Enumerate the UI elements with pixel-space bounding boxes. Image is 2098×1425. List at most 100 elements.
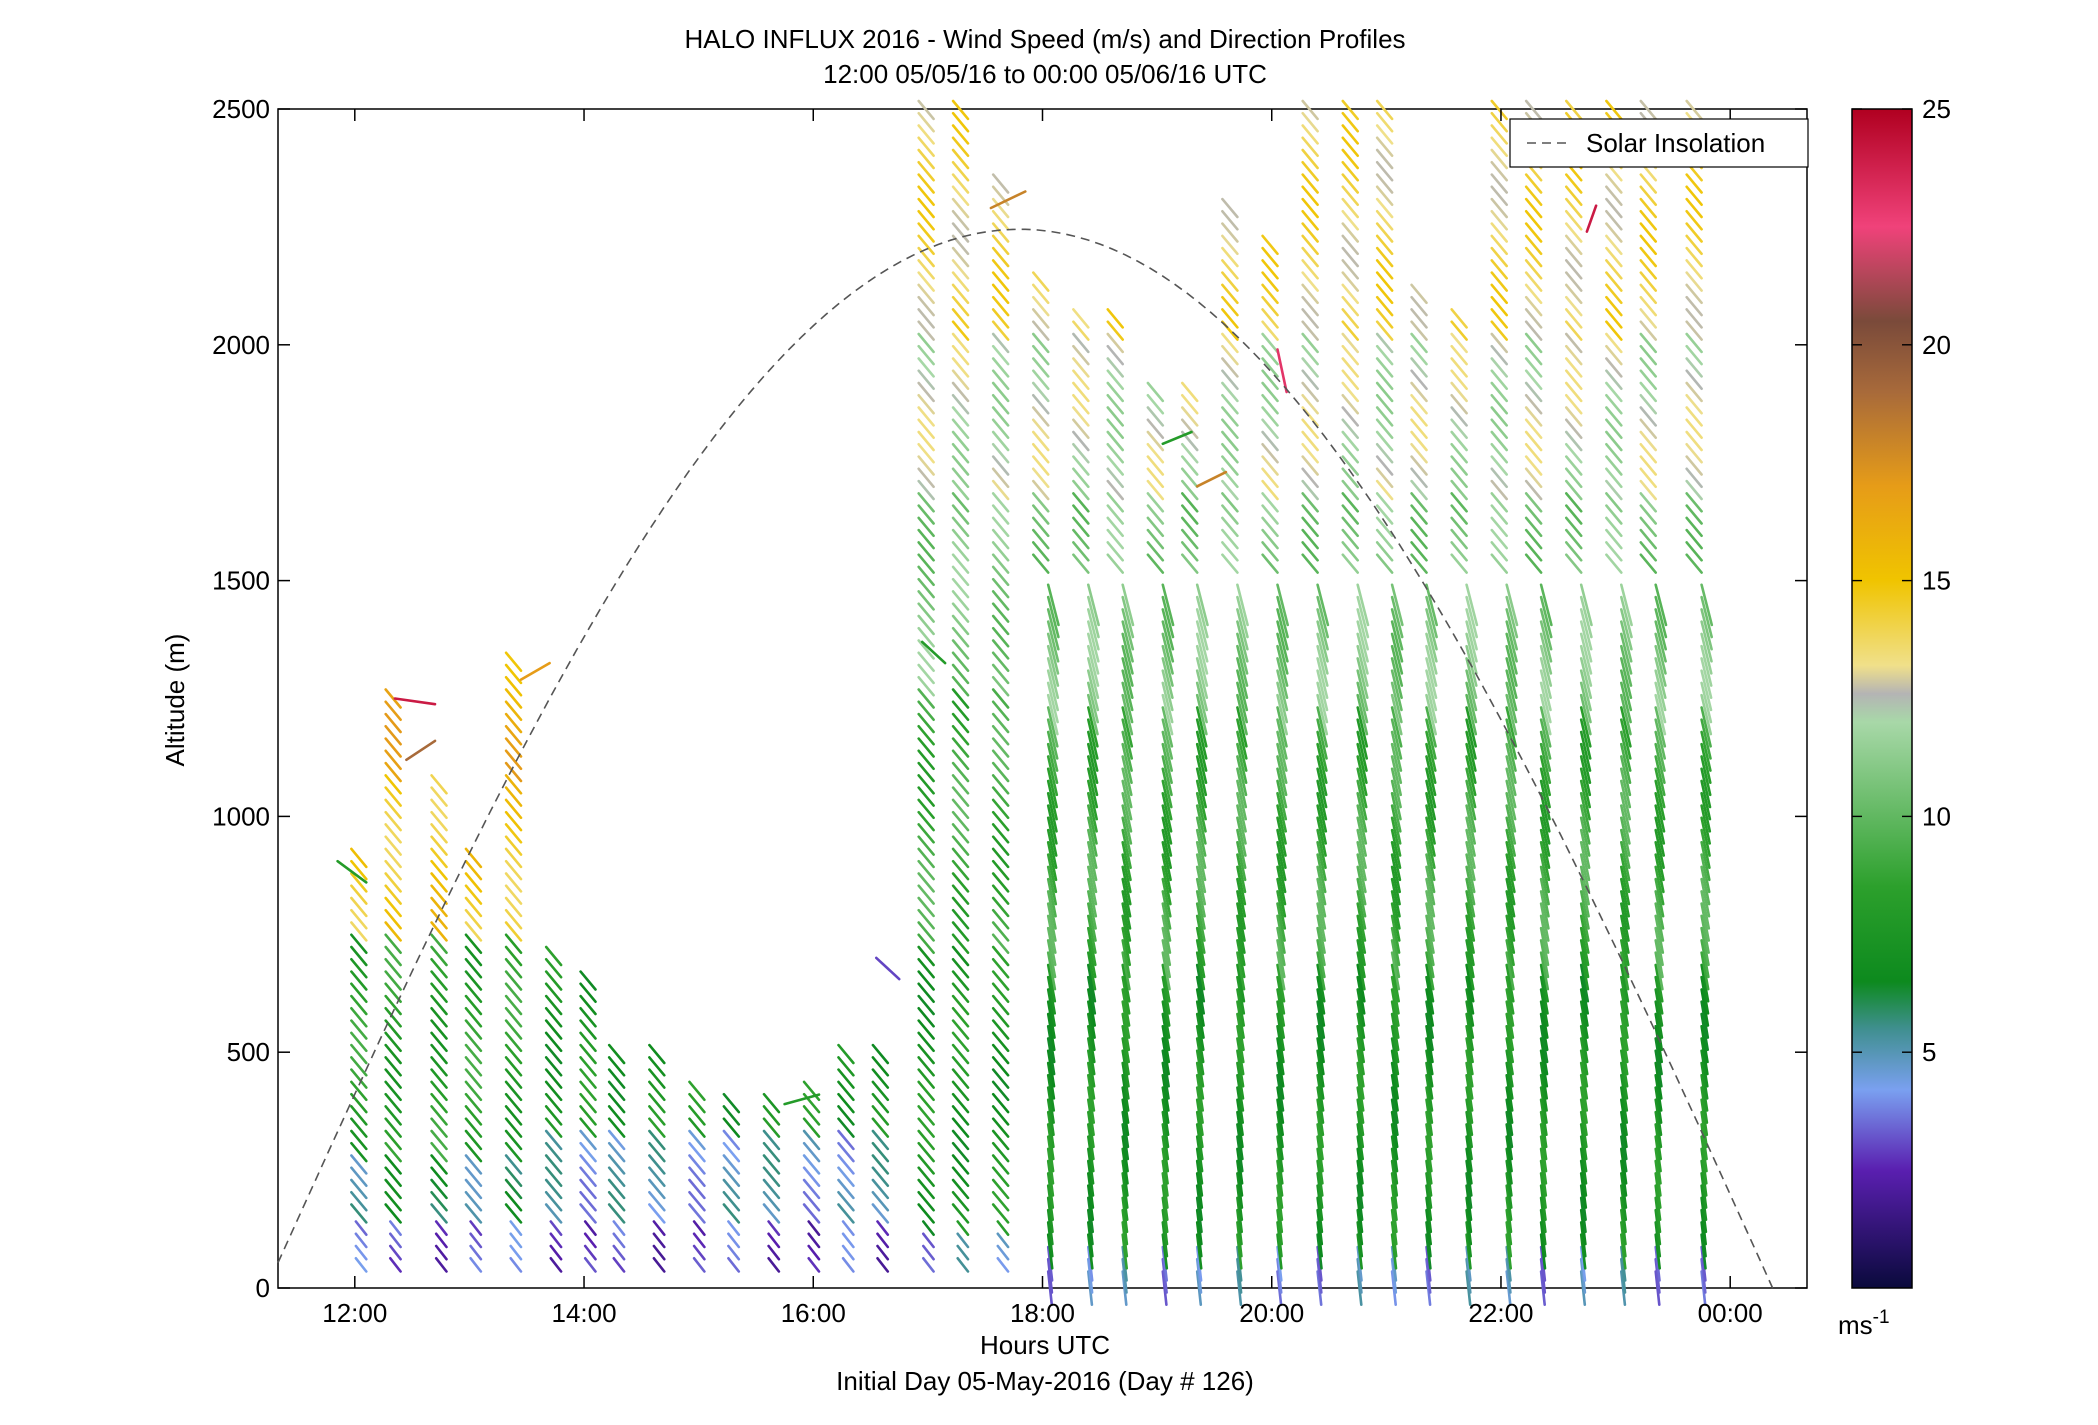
wind-vector bbox=[1490, 369, 1508, 391]
wind-vector bbox=[430, 798, 448, 820]
wind-vector bbox=[1505, 840, 1516, 882]
wind-vector bbox=[1121, 1012, 1131, 1052]
wind-vector bbox=[1539, 1221, 1547, 1258]
wind-vector bbox=[1685, 418, 1703, 440]
wind-vector bbox=[951, 344, 970, 366]
wind-vector bbox=[1301, 161, 1319, 182]
x-tick-label: 12:00 bbox=[322, 1298, 387, 1328]
wind-vector bbox=[384, 1056, 402, 1077]
wind-vector bbox=[1654, 1025, 1663, 1064]
wind-vector bbox=[1539, 1147, 1548, 1185]
wind-vector bbox=[1505, 595, 1519, 639]
wind-vector bbox=[1425, 865, 1436, 906]
wind-vector bbox=[464, 1129, 483, 1151]
wind-vector bbox=[951, 847, 970, 869]
wind-vector bbox=[1425, 657, 1438, 700]
wind-vector bbox=[1316, 718, 1328, 760]
wind-vector bbox=[1301, 381, 1319, 403]
wind-vector bbox=[1579, 939, 1590, 979]
wind-vector bbox=[1539, 1172, 1547, 1209]
wind-vector bbox=[1301, 467, 1319, 489]
wind-vector bbox=[430, 982, 448, 1004]
wind-vector bbox=[350, 1068, 368, 1089]
wind-vector bbox=[1685, 467, 1703, 489]
wind-vector bbox=[951, 724, 970, 746]
wind-vector bbox=[1261, 516, 1279, 538]
wind-vector bbox=[951, 467, 970, 489]
wind-vector bbox=[464, 847, 483, 869]
colorbar-tick-label: 25 bbox=[1922, 94, 1951, 124]
wind-vector bbox=[1375, 283, 1394, 305]
wind-vector bbox=[1301, 369, 1319, 391]
wind-vector bbox=[1301, 222, 1319, 243]
wind-vector bbox=[1356, 1110, 1365, 1149]
wind-vector bbox=[951, 516, 970, 538]
wind-vector bbox=[837, 1068, 855, 1089]
wind-vector bbox=[1490, 99, 1508, 121]
wind-vector bbox=[917, 798, 935, 820]
wind-vector bbox=[1316, 1110, 1324, 1149]
wind-vector bbox=[917, 553, 935, 574]
wind-vector bbox=[917, 148, 935, 170]
wind-vector bbox=[1046, 1233, 1054, 1270]
wind-vector bbox=[544, 957, 563, 979]
colorbar-tick-label: 15 bbox=[1922, 566, 1951, 596]
wind-vector bbox=[1161, 975, 1171, 1015]
wind-vector bbox=[1700, 853, 1711, 894]
colorbar-unit-base: ms bbox=[1838, 1310, 1873, 1340]
wind-vector bbox=[1410, 430, 1428, 452]
wind-vector bbox=[1465, 718, 1477, 760]
wind-vector bbox=[1276, 816, 1287, 857]
wind-vector bbox=[1276, 951, 1286, 991]
wind-vector bbox=[504, 908, 523, 930]
wind-vector bbox=[1356, 914, 1367, 954]
wind-vector bbox=[1121, 902, 1132, 942]
wind-vector bbox=[841, 1244, 855, 1261]
wind-vector bbox=[1032, 406, 1050, 427]
wind-vector bbox=[1316, 595, 1329, 639]
wind-vector bbox=[951, 798, 970, 820]
wind-vector bbox=[384, 810, 402, 832]
wind-vector bbox=[648, 1105, 666, 1126]
wind-vector bbox=[1700, 583, 1714, 627]
wind-vector bbox=[917, 847, 935, 869]
wind-vector bbox=[1356, 620, 1369, 663]
wind-vector bbox=[991, 479, 1010, 501]
wind-vector bbox=[354, 1220, 368, 1236]
wind-vector bbox=[727, 1244, 741, 1261]
wind-vector bbox=[1161, 828, 1172, 870]
wind-vector bbox=[1425, 742, 1437, 785]
wind-vector bbox=[1700, 1221, 1707, 1258]
wind-vector bbox=[921, 1257, 935, 1273]
wind-vector bbox=[583, 1257, 597, 1273]
wind-vector bbox=[1161, 779, 1173, 821]
wind-vector bbox=[1146, 418, 1165, 440]
wind-vector bbox=[1490, 541, 1508, 562]
wind-vector bbox=[1356, 853, 1367, 894]
wind-vector bbox=[384, 859, 402, 881]
wind-vector bbox=[1316, 730, 1328, 772]
wind-vector bbox=[1375, 271, 1394, 292]
wind-vector bbox=[1654, 620, 1667, 663]
wind-vector bbox=[991, 590, 1010, 611]
wind-vector bbox=[1121, 1257, 1128, 1294]
wind-vector bbox=[1390, 1135, 1399, 1173]
wind-vector bbox=[607, 1203, 626, 1224]
wind-vector bbox=[951, 614, 970, 636]
wind-vector bbox=[1375, 492, 1394, 513]
wind-vector bbox=[1316, 1135, 1324, 1173]
wind-vector bbox=[991, 1056, 1010, 1077]
wind-vector bbox=[430, 1166, 448, 1187]
wind-vector bbox=[917, 528, 935, 550]
wind-vector bbox=[1700, 718, 1712, 760]
wind-vector bbox=[951, 479, 970, 501]
wind-vector bbox=[1195, 902, 1206, 942]
wind-vector bbox=[1654, 1135, 1662, 1173]
wind-vector bbox=[762, 1203, 781, 1224]
wind-vector bbox=[917, 688, 935, 709]
wind-vector bbox=[1579, 1086, 1588, 1124]
wind-vector bbox=[1106, 357, 1124, 378]
wind-vector bbox=[956, 1244, 970, 1261]
wind-vector bbox=[1505, 1196, 1513, 1234]
